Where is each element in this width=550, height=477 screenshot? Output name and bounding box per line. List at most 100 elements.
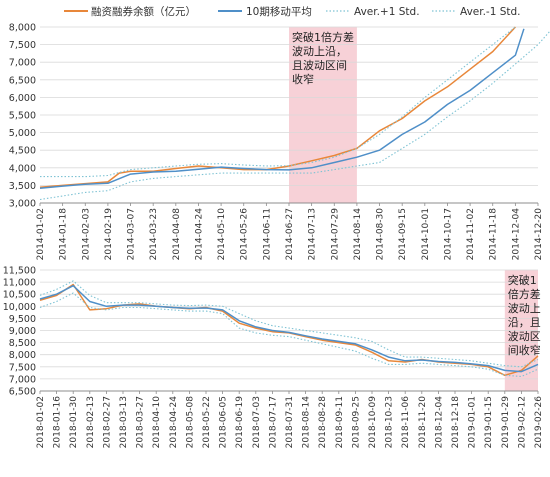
x-tick-label: 2014-06-11 [262,208,272,260]
y-tick-label: 8,000 [9,350,36,361]
y-tick-label: 3,500 [9,181,36,192]
series-line-lower [39,292,539,378]
x-tick-label: 2018-07-31 [285,396,295,448]
x-tick-label: 2018-06-19 [235,396,245,449]
x-tick-label: 2018-02-27 [102,396,112,448]
legend-label-ma10: 10期移动平均 [246,5,312,18]
x-tick-label: 2014-07-13 [308,208,318,260]
x-tick-label: 2014-02-03 [81,208,91,260]
x-tick-label: 2018-10-09 [368,396,378,449]
series-line-balance [39,283,539,377]
x-tick-label: 2018-03-13 [119,396,129,448]
x-tick-label: 2014-03-07 [127,208,137,260]
y-tick-label: 11,000 [3,278,36,289]
y-tick-label: 5,500 [9,111,36,122]
x-tick-label: 2018-01-30 [69,396,79,449]
series-line-upper [39,280,539,368]
y-tick-label: 7,000 [9,58,36,69]
x-tick-label: 2018-12-18 [451,396,461,449]
x-tick-label: 2014-01-02 [36,208,46,260]
series-line-upper [40,26,516,178]
x-tick-label: 2014-04-08 [172,208,182,261]
annotation-line: 收窄 [292,72,314,86]
x-tick-label: 2014-12-20 [534,208,544,261]
x-tick-label: 2018-08-14 [302,396,312,449]
series-line-ma10 [39,28,525,189]
x-tick-label: 2018-11-06 [401,396,411,449]
y-tick-label: 8,500 [9,338,36,349]
x-tick-label: 2014-05-10 [217,208,227,261]
x-tick-label: 2018-04-24 [169,396,179,449]
legend-label-lower: Aver.-1 Std. [460,6,521,18]
annotation-line: 波动上 [508,302,541,315]
series-line-lower [39,30,550,201]
y-tick-label: 9,000 [9,326,36,337]
x-tick-label: 2014-11-02 [466,208,476,260]
x-tick-label: 2018-01-02 [36,396,46,448]
x-tick-label: 2014-04-24 [194,208,204,261]
x-tick-label: 2014-01-18 [59,208,69,261]
x-tick-label: 2018-11-20 [418,396,428,449]
x-tick-label: 2018-09-25 [351,396,361,448]
annotation-line: 沿，且 [508,316,541,329]
x-tick-label: 2014-07-29 [330,208,340,261]
chart-2014: 3,000 3,500 4,000 4,500 5,000 5,500 6,000 6,500… [9,23,550,261]
annotation-line: 波动区 [508,330,541,343]
y-tick-label: 7,500 [9,362,36,373]
x-tick-label: 2019-02-26 [534,396,544,449]
x-tick-label: 2014-03-23 [149,208,159,260]
series-line-ma10 [39,284,539,373]
annotation-line: 倍方差 [508,287,541,301]
y-tick-label: 10,000 [3,302,36,313]
y-tick-label: 7,000 [9,374,36,385]
x-tick-label: 2018-12-04 [434,396,444,449]
y-tick-label: 3,000 [9,199,36,210]
x-tick-label: 2014-11-18 [489,208,499,261]
x-tick-label: 2018-09-11 [335,396,345,448]
annotation-line: 突破1倍方差 [292,30,354,44]
y-tick-label: 9,500 [9,314,36,325]
legend: 融资融券余额（亿元） 10期移动平均 Aver.+1 Std. Aver.-1 … [64,5,521,18]
x-tick-label: 2018-05-22 [202,396,212,448]
chart-2018: 6,500 7,0007,5008,0008,5009,0009,50010,00… [3,266,544,449]
annotation-line: 突破1 [508,273,537,287]
x-tick-label: 2018-04-10 [152,396,162,449]
x-tick-label: 2014-08-30 [376,208,386,261]
legend-label-balance: 融资融券余额（亿元） [91,5,196,18]
x-tick-label: 2014-02-19 [104,208,114,261]
x-tick-label: 2014-12-04 [511,208,521,261]
y-tick-label: 6,000 [9,93,36,104]
y-tick-label: 5,000 [9,128,36,139]
x-tick-label: 2019-01-15 [484,396,494,448]
x-tick-label: 2018-05-08 [185,396,195,449]
y-tick-label: 11,500 [3,266,36,277]
annotation-text: 突破1倍方差波动上沿，且波动区间收窄 [292,30,354,86]
x-tick-label: 2018-01-16 [53,396,63,449]
x-tick-label: 2018-08-28 [318,396,328,449]
x-tick-label: 2019-02-12 [517,396,527,448]
y-tick-label: 10,500 [3,290,36,301]
x-tick-label: 2014-09-15 [398,208,408,260]
x-tick-label: 2018-03-27 [136,396,146,448]
y-tick-label: 6,500 [9,387,36,398]
y-tick-label: 4,500 [9,146,36,157]
legend-label-upper: Aver.+1 Std. [354,6,420,18]
y-tick-label: 7,500 [9,40,36,51]
y-tick-label: 4,000 [9,163,36,174]
annotation-line: 且波动区间 [292,59,347,72]
x-tick-label: 2018-02-13 [86,396,96,448]
x-tick-label: 2018-06-05 [219,396,229,448]
x-tick-label: 2019-01-29 [501,396,511,449]
x-tick-label: 2014-10-01 [421,208,431,260]
annotation-line: 间收窄 [508,343,541,357]
annotation-line: 波动上沿， [292,45,347,58]
x-tick-label: 2018-07-03 [252,396,262,448]
x-tick-label: 2018-10-23 [385,396,395,448]
x-tick-label: 2019-01-01 [468,396,478,448]
x-tick-label: 2014-10-17 [443,208,453,260]
y-tick-label: 8,000 [9,23,36,34]
x-tick-label: 2018-07-17 [268,396,278,448]
y-tick-label: 6,500 [9,75,36,86]
